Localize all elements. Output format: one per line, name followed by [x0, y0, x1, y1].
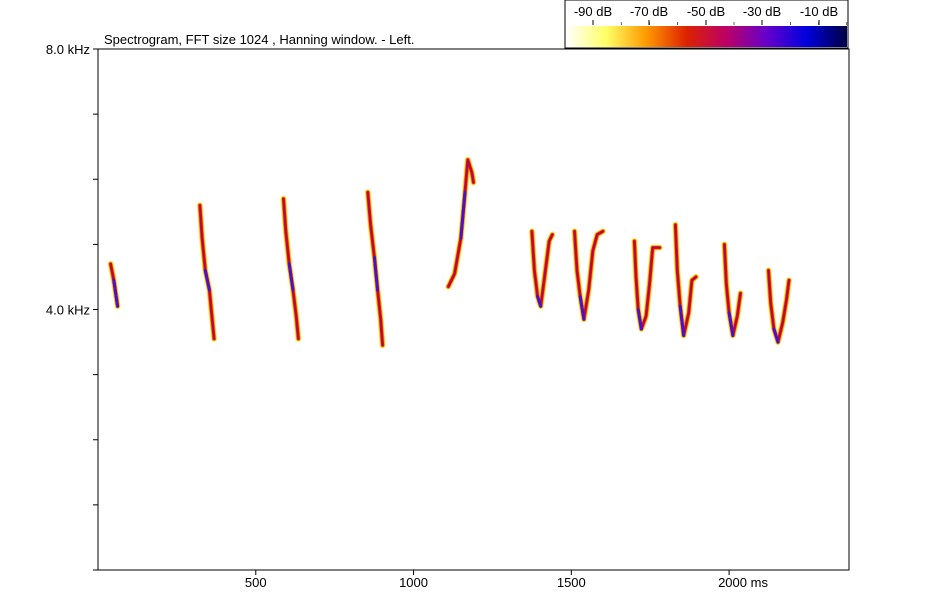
legend-label: -70 dB [630, 4, 668, 19]
spectrogram-traces [107, 156, 792, 349]
x-tick-label: 1500 [557, 575, 586, 590]
trace-call-9 [672, 221, 699, 339]
trace-peak [536, 294, 543, 308]
legend-label: -10 dB [800, 4, 838, 19]
color-scale-legend: -90 dB -70 dB -50 dB -30 dB -10 dB [564, 0, 849, 49]
legend-label: -30 dB [743, 4, 781, 19]
x-tick-label: 1000 [399, 575, 428, 590]
chart-title: Spectrogram, FFT size 1024 , Hanning win… [104, 32, 414, 47]
trace-call-11 [765, 267, 792, 346]
y-axis: 8.0 kHz 4.0 kHz [46, 42, 98, 571]
plot-area [97, 48, 850, 571]
trace-call-5 [445, 156, 477, 290]
trace-stroke [633, 240, 661, 330]
x-axis: 500 1000 1500 2000 ms [245, 570, 768, 590]
trace-peak [578, 294, 586, 321]
x-tick-label: 2000 ms [718, 575, 768, 590]
trace-call-10 [721, 241, 744, 339]
x-tick-label: 500 [245, 575, 267, 590]
legend-label: -50 dB [687, 4, 725, 19]
trace-call-7 [571, 228, 606, 323]
trace-peak [112, 278, 120, 308]
trace-peak [203, 268, 211, 292]
trace-peak [678, 304, 686, 338]
trace-call-4 [364, 189, 386, 349]
trace-peak [459, 190, 467, 240]
trace-call-2 [196, 202, 218, 342]
color-gradient-bar [566, 26, 847, 47]
y-tick-label: 8.0 kHz [46, 42, 90, 57]
trace-call-6 [528, 228, 556, 310]
trace-call-3 [280, 195, 302, 342]
trace-call-8 [631, 238, 663, 332]
trace-peak [372, 255, 380, 292]
y-tick-label: 4.0 kHz [46, 303, 90, 318]
trace-peak [287, 262, 295, 292]
trace-peak [772, 327, 780, 344]
trace-peak [727, 311, 735, 338]
trace-call-1 [107, 260, 121, 310]
trace-stroke [573, 230, 604, 321]
legend-label: -90 dB [574, 4, 612, 19]
trace-peak [636, 308, 643, 331]
